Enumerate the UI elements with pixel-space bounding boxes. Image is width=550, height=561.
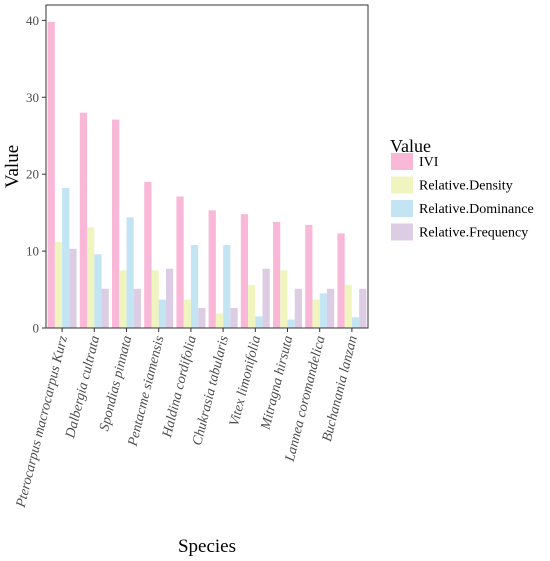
bar-relative-dominance-3 bbox=[126, 217, 134, 328]
bar-ivi-10 bbox=[337, 233, 345, 328]
bar-relative-density-10 bbox=[344, 284, 352, 328]
bar-relative-frequency-8 bbox=[294, 288, 302, 328]
bar-relative-dominance-2 bbox=[94, 254, 102, 328]
bar-ivi-1 bbox=[47, 21, 55, 328]
bar-ivi-8 bbox=[273, 221, 281, 328]
x-tick-label: Spondias pinnata bbox=[97, 334, 135, 432]
legend-label-relative-frequency: Relative.Frequency bbox=[419, 226, 528, 241]
x-axis-title: Species bbox=[178, 536, 236, 557]
bar-ivi-9 bbox=[305, 224, 313, 328]
bar-ivi-2 bbox=[79, 112, 88, 328]
bar-relative-frequency-4 bbox=[165, 268, 174, 328]
x-tick-label: Mitragna hirsuta bbox=[258, 334, 296, 432]
y-tick-label: 30 bbox=[26, 90, 39, 105]
bar-relative-dominance-5 bbox=[190, 244, 199, 328]
bar-relative-frequency-9 bbox=[326, 288, 335, 328]
bar-relative-dominance-4 bbox=[158, 299, 166, 328]
plot-panel bbox=[45, 4, 369, 329]
bar-relative-density-7 bbox=[248, 284, 256, 328]
bar-relative-density-9 bbox=[312, 299, 320, 328]
y-tick-label: 0 bbox=[33, 321, 40, 336]
bars-layer bbox=[47, 21, 367, 328]
bar-ivi-3 bbox=[112, 119, 120, 328]
legend-label-relative-density: Relative.Density bbox=[419, 179, 513, 194]
x-tick-label: Dalbergia cultrata bbox=[63, 334, 103, 440]
legend-label-relative-dominance: Relative.Dominance bbox=[419, 202, 534, 217]
x-tick-label: Haldina cordifolia bbox=[160, 334, 200, 440]
bar-ivi-6 bbox=[208, 210, 216, 328]
legend-swatch-ivi bbox=[391, 153, 413, 170]
bar-relative-density-4 bbox=[151, 270, 159, 328]
bar-relative-frequency-2 bbox=[101, 288, 109, 328]
x-tick-label: Buchanania lanzan bbox=[320, 334, 361, 443]
y-tick-label: 10 bbox=[26, 244, 39, 259]
legend-title: Value bbox=[390, 136, 431, 156]
bar-relative-density-2 bbox=[87, 227, 95, 328]
bar-relative-density-5 bbox=[183, 299, 191, 328]
bar-relative-dominance-9 bbox=[319, 293, 327, 328]
bar-relative-density-3 bbox=[119, 270, 127, 328]
bar-relative-density-8 bbox=[280, 270, 288, 328]
bar-relative-frequency-5 bbox=[198, 308, 206, 328]
bar-relative-dominance-8 bbox=[287, 319, 295, 328]
bar-ivi-5 bbox=[176, 196, 184, 328]
x-tick-label: Vitex limonifolia bbox=[227, 334, 264, 428]
bar-relative-frequency-6 bbox=[230, 308, 238, 328]
y-tick-label: 20 bbox=[26, 167, 39, 182]
x-tick-label: Pterocarpus macrocarpus Kurz bbox=[14, 334, 72, 510]
bar-relative-frequency-10 bbox=[359, 288, 367, 328]
bar-ivi-7 bbox=[240, 214, 249, 328]
legend-swatch-relative-dominance bbox=[391, 200, 413, 217]
bar-relative-density-1 bbox=[54, 241, 63, 328]
legend-swatch-relative-density bbox=[391, 176, 413, 194]
y-tick-label: 40 bbox=[26, 13, 39, 28]
bar-ivi-4 bbox=[144, 181, 152, 328]
y-axis-title: Value bbox=[2, 145, 23, 188]
bar-relative-density-6 bbox=[215, 313, 224, 328]
bar-relative-dominance-6 bbox=[223, 244, 231, 328]
legend: Value IVI Relative.Density Relative.Domina… bbox=[390, 136, 534, 241]
bar-relative-dominance-1 bbox=[62, 188, 70, 328]
bar-relative-frequency-1 bbox=[69, 248, 77, 328]
bar-relative-dominance-7 bbox=[255, 316, 263, 328]
legend-swatch-relative-frequency bbox=[391, 223, 413, 241]
bar-relative-dominance-10 bbox=[351, 317, 360, 328]
bar-relative-frequency-7 bbox=[262, 268, 270, 328]
bar-relative-frequency-3 bbox=[133, 288, 141, 328]
y-axis: 0 10 20 30 40 bbox=[26, 13, 46, 336]
legend-label-ivi: IVI bbox=[419, 155, 439, 170]
